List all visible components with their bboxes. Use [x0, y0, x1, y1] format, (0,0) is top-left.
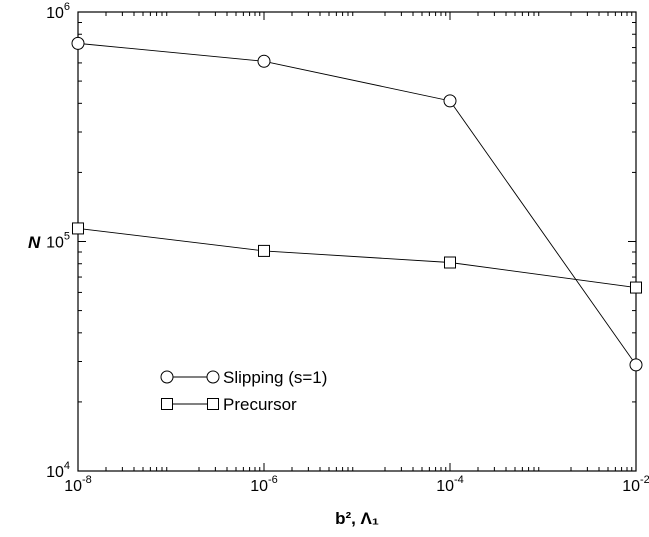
legend: Slipping (s=1) Precursor: [160, 368, 327, 414]
series-line-1: [77, 42, 637, 366]
circle-marker: [71, 36, 85, 50]
x-tick-label: 10-8: [64, 474, 92, 495]
y-tick-label: 104: [46, 460, 70, 481]
x-tick-label: 10-6: [250, 474, 278, 495]
series-markers: [71, 36, 643, 372]
legend-entry: Precursor: [161, 395, 297, 414]
x-tick-label: 10-2: [622, 474, 649, 495]
x-axis-label: b², Λ₁: [335, 509, 379, 528]
legend-marker-left: [161, 398, 173, 410]
y-tick-label: 106: [46, 1, 70, 22]
square-marker: [444, 256, 456, 269]
legend-label: Precursor: [223, 395, 297, 414]
circle-marker: [629, 358, 643, 372]
x-tick-label: 10-4: [436, 474, 464, 495]
circle-marker: [443, 94, 457, 108]
legend-marker-right: [206, 370, 220, 384]
y-tick-label: 105: [46, 231, 70, 252]
legend-label: Slipping (s=1): [223, 368, 327, 387]
y-axis-label: N: [28, 233, 41, 252]
square-marker: [72, 222, 84, 235]
legend-marker-right: [207, 398, 219, 410]
series-line-2: [77, 227, 637, 288]
legend-entry: Slipping (s=1): [160, 368, 327, 387]
square-marker: [630, 281, 642, 294]
axis-tick-labels: 10-8 10-6 10-4 10-2 104 105 106: [46, 1, 649, 495]
circle-marker: [257, 54, 271, 68]
legend-marker-left: [160, 370, 174, 384]
series-lines: [77, 42, 637, 366]
square-marker: [258, 244, 270, 257]
